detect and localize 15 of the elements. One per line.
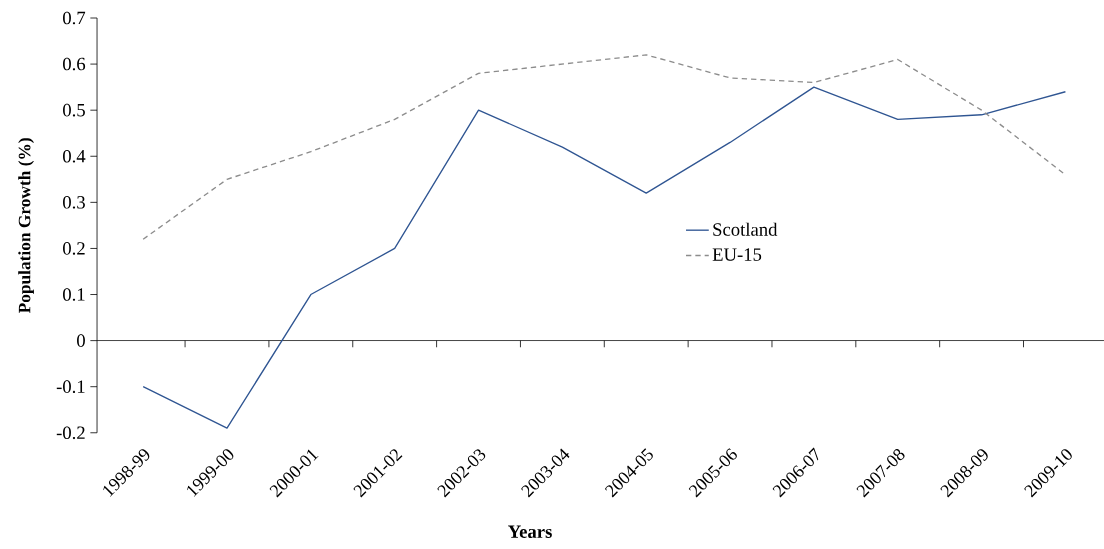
- line-series: [142, 86, 1067, 429]
- y-tick-label: 0.2: [63, 242, 85, 255]
- y-tick-label: -0.2: [56, 426, 85, 440]
- y-tick-label: -0.1: [56, 380, 85, 394]
- y-axis-title: Population Growth (%): [18, 138, 34, 314]
- y-tick-label: 0.7: [63, 11, 86, 25]
- legend-label: EU-15: [712, 248, 762, 261]
- y-tick-label: 0: [77, 334, 85, 348]
- y-tick-label: 0.1: [63, 288, 85, 301]
- legend-label: Scotland: [713, 222, 778, 236]
- y-tick-label: 0.5: [63, 103, 85, 117]
- x-axis-title: Years: [508, 525, 552, 539]
- y-tick-label: 0.6: [63, 57, 86, 71]
- y-tick-label: 0.4: [63, 150, 86, 163]
- y-tick-label: 0.3: [63, 196, 85, 209]
